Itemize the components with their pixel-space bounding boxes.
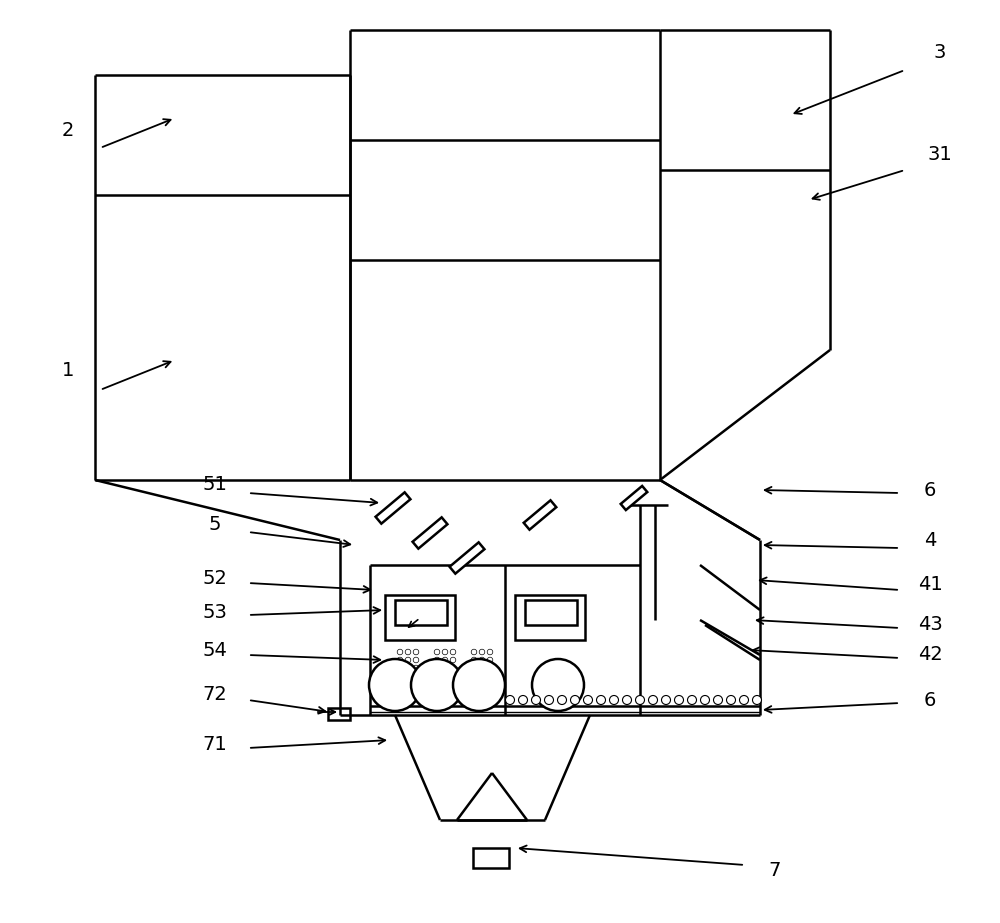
Circle shape xyxy=(405,665,411,671)
Circle shape xyxy=(596,696,606,704)
Circle shape xyxy=(413,649,419,654)
Circle shape xyxy=(434,649,440,654)
Circle shape xyxy=(740,696,748,704)
Circle shape xyxy=(471,649,477,654)
Text: 71: 71 xyxy=(203,736,227,754)
Circle shape xyxy=(570,696,580,704)
Text: 42: 42 xyxy=(918,645,942,665)
Circle shape xyxy=(753,696,762,704)
Text: 4: 4 xyxy=(924,531,936,549)
Circle shape xyxy=(413,657,419,663)
Circle shape xyxy=(397,657,403,663)
Polygon shape xyxy=(524,500,556,530)
Polygon shape xyxy=(376,492,410,523)
Bar xyxy=(385,595,455,640)
Bar xyxy=(395,600,447,625)
Circle shape xyxy=(714,696,722,704)
Circle shape xyxy=(442,665,448,671)
Circle shape xyxy=(487,665,493,671)
Circle shape xyxy=(674,696,684,704)
Circle shape xyxy=(558,696,566,704)
Circle shape xyxy=(518,696,528,704)
Circle shape xyxy=(450,665,456,671)
Circle shape xyxy=(411,659,463,711)
Text: 31: 31 xyxy=(928,146,952,164)
Text: 6: 6 xyxy=(924,481,936,499)
Circle shape xyxy=(532,696,540,704)
Circle shape xyxy=(662,696,670,704)
Circle shape xyxy=(622,696,632,704)
Circle shape xyxy=(471,657,477,663)
Circle shape xyxy=(450,649,456,654)
Circle shape xyxy=(584,696,592,704)
Circle shape xyxy=(453,659,505,711)
Circle shape xyxy=(544,696,554,704)
Text: 41: 41 xyxy=(918,576,942,594)
Text: 53: 53 xyxy=(203,603,227,621)
Circle shape xyxy=(726,696,736,704)
Circle shape xyxy=(479,665,485,671)
Text: 52: 52 xyxy=(203,569,227,588)
Text: 51: 51 xyxy=(203,475,227,495)
Circle shape xyxy=(413,665,419,671)
Polygon shape xyxy=(450,543,484,574)
Bar xyxy=(473,848,509,868)
Text: 1: 1 xyxy=(62,361,74,379)
Circle shape xyxy=(369,659,421,711)
Text: 3: 3 xyxy=(934,42,946,62)
Polygon shape xyxy=(413,517,447,548)
Circle shape xyxy=(636,696,644,704)
Circle shape xyxy=(479,649,485,654)
Circle shape xyxy=(487,657,493,663)
Circle shape xyxy=(442,657,448,663)
Text: 2: 2 xyxy=(62,121,74,139)
Bar xyxy=(515,595,585,640)
Circle shape xyxy=(648,696,658,704)
Text: 54: 54 xyxy=(203,641,227,660)
Circle shape xyxy=(397,649,403,654)
Text: 43: 43 xyxy=(918,616,942,634)
Circle shape xyxy=(471,665,477,671)
Bar xyxy=(328,708,350,720)
Text: 6: 6 xyxy=(924,690,936,710)
Circle shape xyxy=(700,696,710,704)
Circle shape xyxy=(434,665,440,671)
Circle shape xyxy=(688,696,696,704)
Circle shape xyxy=(610,696,618,704)
Polygon shape xyxy=(621,485,647,510)
Circle shape xyxy=(506,696,514,704)
Text: 5: 5 xyxy=(209,516,221,534)
Text: 72: 72 xyxy=(203,686,227,704)
Circle shape xyxy=(405,657,411,663)
Circle shape xyxy=(532,659,584,711)
Circle shape xyxy=(450,657,456,663)
Circle shape xyxy=(479,657,485,663)
Circle shape xyxy=(434,657,440,663)
Text: 7: 7 xyxy=(769,860,781,880)
Circle shape xyxy=(442,649,448,654)
Bar xyxy=(525,600,577,625)
Circle shape xyxy=(405,649,411,654)
Circle shape xyxy=(397,665,403,671)
Circle shape xyxy=(487,649,493,654)
